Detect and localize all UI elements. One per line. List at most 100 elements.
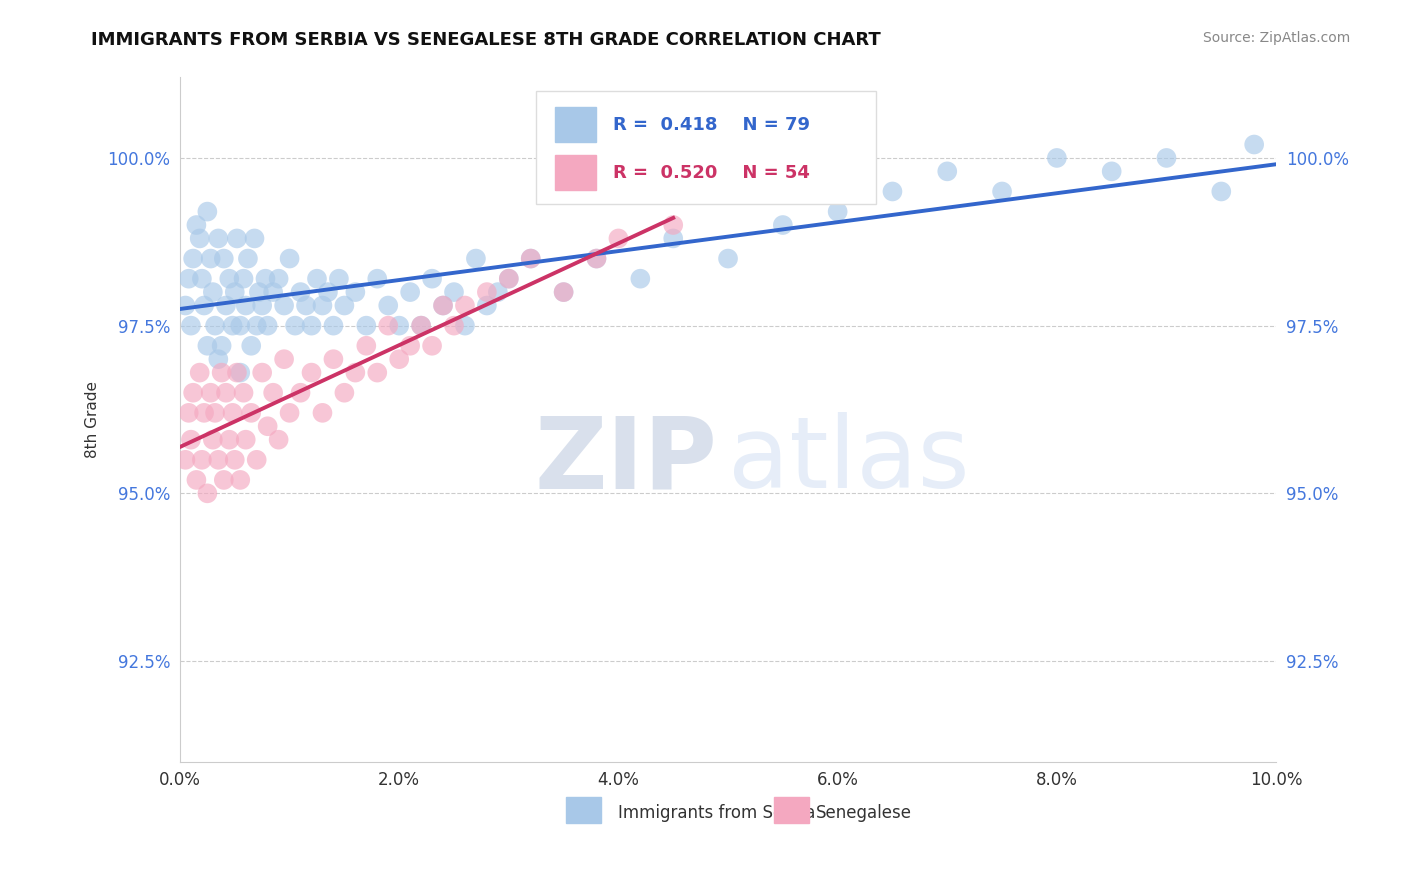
Point — [224, 452, 246, 467]
Point — [284, 318, 307, 333]
Point — [278, 252, 301, 266]
Point — [333, 385, 356, 400]
Point — [201, 433, 224, 447]
Point — [177, 271, 200, 285]
Point — [262, 285, 284, 299]
Point — [333, 299, 356, 313]
Point — [180, 433, 202, 447]
Point — [240, 406, 263, 420]
Point — [267, 271, 290, 285]
Point — [1156, 151, 1178, 165]
Point — [1243, 137, 1265, 152]
Point — [356, 339, 378, 353]
Point — [443, 318, 465, 333]
Point — [464, 252, 486, 266]
Point — [240, 339, 263, 353]
Point — [628, 271, 651, 285]
Point — [311, 299, 333, 313]
Text: Senegalese: Senegalese — [815, 804, 911, 822]
Point — [662, 231, 685, 245]
Point — [328, 271, 350, 285]
Point — [356, 318, 378, 333]
Point — [267, 433, 290, 447]
Point — [215, 299, 238, 313]
Point — [181, 385, 204, 400]
Point — [772, 218, 794, 232]
Point — [344, 285, 367, 299]
Point — [498, 271, 520, 285]
Point — [301, 318, 323, 333]
Text: Source: ZipAtlas.com: Source: ZipAtlas.com — [1202, 31, 1350, 45]
Point — [229, 366, 252, 380]
Point — [186, 218, 208, 232]
Point — [498, 271, 520, 285]
Point — [377, 299, 399, 313]
Point — [246, 318, 269, 333]
Point — [475, 285, 498, 299]
Point — [607, 231, 630, 245]
Point — [200, 252, 222, 266]
FancyBboxPatch shape — [775, 797, 808, 823]
Point — [218, 271, 240, 285]
Point — [1101, 164, 1123, 178]
Point — [366, 271, 388, 285]
Point — [411, 318, 433, 333]
Point — [243, 231, 266, 245]
Point — [195, 486, 218, 500]
Point — [181, 252, 204, 266]
Point — [585, 252, 607, 266]
Point — [221, 318, 243, 333]
Point — [174, 299, 197, 313]
Point — [827, 204, 849, 219]
Point — [377, 318, 399, 333]
Point — [191, 452, 214, 467]
Point — [519, 252, 541, 266]
Point — [316, 285, 339, 299]
Point — [388, 318, 411, 333]
Point — [519, 252, 541, 266]
Point — [204, 406, 226, 420]
Point — [454, 318, 477, 333]
Point — [232, 385, 254, 400]
Point — [322, 318, 344, 333]
Text: Immigrants from Serbia: Immigrants from Serbia — [619, 804, 815, 822]
Point — [420, 339, 443, 353]
Point — [186, 473, 208, 487]
Point — [177, 406, 200, 420]
Point — [226, 231, 249, 245]
Point — [366, 366, 388, 380]
Y-axis label: 8th Grade: 8th Grade — [86, 381, 100, 458]
Text: R =  0.520    N = 54: R = 0.520 N = 54 — [613, 163, 810, 182]
Point — [211, 339, 233, 353]
Text: IMMIGRANTS FROM SERBIA VS SENEGALESE 8TH GRADE CORRELATION CHART: IMMIGRANTS FROM SERBIA VS SENEGALESE 8TH… — [91, 31, 882, 49]
Point — [662, 218, 685, 232]
Point — [218, 433, 240, 447]
Point — [290, 385, 312, 400]
Point — [191, 271, 214, 285]
Point — [211, 366, 233, 380]
Point — [212, 473, 235, 487]
Point — [273, 352, 295, 367]
Point — [207, 352, 229, 367]
Point — [207, 231, 229, 245]
Point — [254, 271, 277, 285]
Point — [411, 318, 433, 333]
Point — [399, 285, 422, 299]
Point — [585, 252, 607, 266]
Point — [200, 385, 222, 400]
Point — [229, 318, 252, 333]
Point — [475, 299, 498, 313]
Point — [212, 252, 235, 266]
Point — [553, 285, 575, 299]
Point — [432, 299, 454, 313]
Text: atlas: atlas — [728, 412, 970, 509]
Point — [344, 366, 367, 380]
Point — [305, 271, 328, 285]
Point — [193, 299, 215, 313]
Point — [180, 318, 202, 333]
Point — [1211, 185, 1233, 199]
Point — [235, 299, 257, 313]
Point — [388, 352, 411, 367]
Point — [486, 285, 509, 299]
Point — [1046, 151, 1069, 165]
